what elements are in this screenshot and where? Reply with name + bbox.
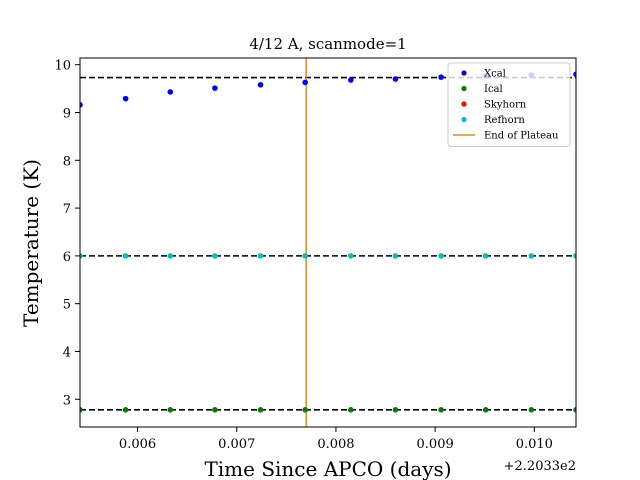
- point-ical-11: [573, 406, 576, 413]
- y-tick-label: 4: [63, 345, 71, 360]
- point-xcal-1: [122, 95, 129, 102]
- legend-swatch-3: [461, 116, 467, 123]
- point-xcal-7: [392, 76, 399, 82]
- point-xcal-0: [80, 102, 83, 108]
- point-refhorn-8: [438, 253, 444, 259]
- y-axis-label: Temperature (K): [19, 159, 43, 327]
- point-ical-4: [257, 406, 264, 413]
- legend-label-3: Refhorn: [484, 115, 525, 126]
- legend-swatch-2: [461, 101, 467, 107]
- legend-label-4: End of Plateau: [484, 131, 559, 142]
- y-tick-label: 9: [63, 106, 71, 121]
- legend-label-2: Skyhorn: [484, 100, 527, 111]
- point-ical-8: [438, 406, 444, 413]
- legend-label-1: Ical: [484, 84, 503, 95]
- point-ical-3: [212, 406, 218, 413]
- y-tick-label: 10: [54, 59, 71, 74]
- point-ical-1: [122, 406, 129, 413]
- x-tick-label: 0.006: [119, 437, 156, 452]
- legend: Xcal Ical Skyhorn Refhorn End of Plateau: [447, 62, 571, 147]
- x-tick-label: 0.008: [317, 437, 354, 452]
- legend-label-0: Xcal: [484, 69, 506, 80]
- point-ical-9: [482, 406, 489, 413]
- point-ical-7: [392, 406, 399, 413]
- point-refhorn-1: [122, 253, 129, 259]
- point-xcal-2: [167, 89, 174, 95]
- point-xcal-8: [438, 74, 444, 80]
- point-refhorn-4: [257, 253, 264, 259]
- point-ical-10: [528, 406, 535, 413]
- point-refhorn-10: [528, 253, 535, 259]
- legend-swatch-1: [461, 85, 467, 92]
- point-refhorn-6: [348, 253, 354, 259]
- plot-marks: [80, 58, 576, 427]
- point-xcal-4: [257, 81, 264, 88]
- point-xcal-3: [212, 85, 218, 91]
- chart-title: 4/12 A, scanmode=1: [249, 35, 406, 53]
- legend-swatch-0: [461, 70, 467, 76]
- x-offset-label: +2.2033e2: [504, 459, 576, 474]
- x-tick-label: 0.009: [417, 437, 454, 452]
- y-tick-label: 7: [63, 202, 71, 217]
- y-tick-label: 3: [63, 393, 71, 408]
- point-refhorn-0: [80, 253, 83, 259]
- point-ical-0: [80, 406, 83, 413]
- y-tick-label: 8: [63, 154, 71, 169]
- y-tick-label: 6: [63, 250, 71, 265]
- point-refhorn-7: [392, 253, 399, 259]
- x-tick-label: 0.010: [516, 437, 553, 452]
- point-refhorn-9: [482, 253, 489, 259]
- point-refhorn-3: [212, 253, 218, 259]
- legend-box: [447, 62, 571, 147]
- x-axis-label: Time Since APCO (days): [204, 457, 451, 480]
- point-ical-6: [348, 406, 354, 413]
- point-ical-5: [302, 406, 308, 413]
- point-refhorn-11: [573, 253, 576, 259]
- point-refhorn-5: [302, 253, 308, 259]
- plot-area: 0.006 0.007 0.008 0.009 0.010 3 4 5 6 7 8 9 10 Xcal Ic…: [54, 57, 577, 452]
- x-tick-label: 0.007: [218, 437, 255, 452]
- point-xcal-5: [302, 79, 308, 86]
- point-ical-2: [167, 406, 174, 413]
- axes-frame: [79, 57, 577, 428]
- y-tick-label: 5: [63, 298, 71, 313]
- point-refhorn-2: [167, 253, 174, 259]
- point-xcal-11: [573, 71, 576, 78]
- point-xcal-6: [348, 77, 354, 83]
